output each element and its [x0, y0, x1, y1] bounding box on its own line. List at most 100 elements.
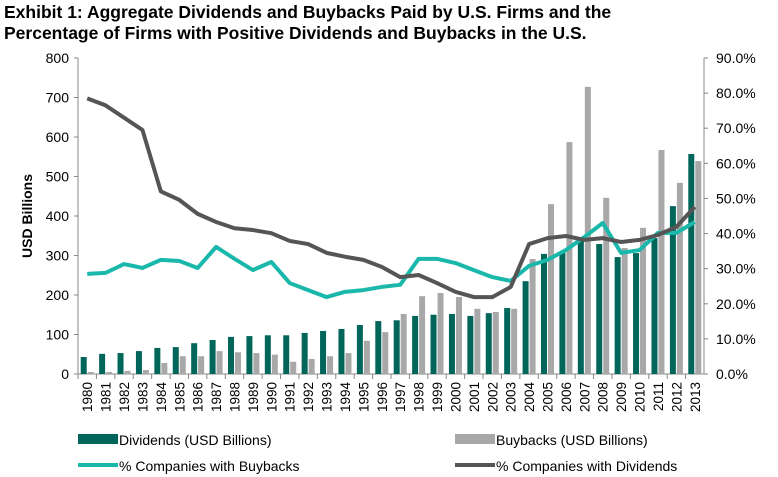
dividend-bar	[80, 357, 87, 374]
dividend-bar	[283, 335, 290, 374]
buybacks-pct-line	[87, 220, 696, 300]
dividend-bar	[191, 343, 198, 374]
buyback-bar	[382, 332, 389, 374]
right-tick-label: 90.0%	[716, 50, 756, 66]
dividend-bar	[651, 238, 658, 374]
buyback-bar	[695, 161, 702, 374]
x-tick-label: 2009	[614, 382, 629, 412]
dividend-bar	[559, 251, 566, 374]
right-tick-label: 0.0%	[716, 366, 748, 382]
right-tick-label: 60.0%	[716, 155, 756, 171]
dividend-bar	[614, 257, 621, 374]
dividend-bar	[209, 340, 216, 374]
left-tick-label: 800	[46, 50, 70, 66]
x-tick-label: 2005	[541, 382, 556, 412]
dividend-bar	[117, 353, 124, 374]
dividend-bar	[430, 314, 437, 374]
buyback-bar	[603, 197, 610, 374]
x-tick-label: 2013	[688, 382, 703, 412]
buyback-bar	[161, 362, 168, 374]
buyback-bar	[106, 372, 113, 374]
buyback-bar	[529, 259, 536, 374]
x-tick-label: 1981	[99, 382, 114, 412]
dividend-bar	[669, 206, 676, 374]
x-tick-label: 2001	[467, 382, 482, 412]
left-tick-label: 700	[46, 90, 70, 106]
buyback-bar	[474, 308, 481, 374]
x-tick-label: 2008	[596, 382, 611, 412]
buyback-bar	[511, 308, 518, 374]
chart-title: Exhibit 1: Aggregate Dividends and Buyba…	[4, 2, 611, 44]
x-tick-label: 2002	[485, 382, 500, 412]
buyback-bar	[253, 353, 260, 374]
buyback-bar	[400, 313, 407, 374]
dividend-bar	[228, 336, 234, 374]
buyback-bar	[640, 227, 647, 374]
dividend-bar	[154, 347, 161, 374]
dividend-bar	[467, 315, 474, 374]
x-tick-label: 1999	[430, 382, 445, 412]
dividend-bar	[99, 353, 106, 374]
left-tick-label: 0	[61, 366, 69, 382]
buyback-bar	[455, 296, 462, 374]
dividend-bar	[246, 336, 253, 374]
buyback-bar	[87, 372, 94, 374]
x-tick-label: 1998	[412, 382, 427, 412]
buyback-bar	[235, 352, 241, 374]
dividend-bar	[356, 325, 363, 374]
dividend-bar	[264, 335, 271, 374]
dividend-bar	[688, 153, 695, 374]
x-tick-label: 1990	[264, 382, 279, 412]
buyback-bar	[290, 361, 297, 374]
dividend-bar	[301, 332, 308, 374]
legend-label: % Companies with Dividends	[496, 458, 677, 474]
buyback-bar	[142, 370, 149, 374]
x-tick-label: 2007	[577, 382, 592, 412]
x-tick-label: 2004	[522, 382, 537, 413]
buyback-bar	[437, 293, 444, 374]
dividend-bar	[448, 313, 455, 374]
x-tick-label: 1982	[117, 382, 132, 412]
buyback-bar	[327, 356, 334, 374]
right-tick-label: 20.0%	[716, 296, 756, 312]
x-tick-label: 1983	[135, 382, 150, 412]
x-tick-label: 1987	[209, 382, 224, 412]
right-tick-label: 50.0%	[716, 190, 756, 206]
left-tick-label: 100	[46, 327, 70, 343]
buyback-bar	[584, 86, 591, 375]
dividend-bar	[135, 351, 142, 374]
dividend-bar	[393, 320, 400, 374]
x-tick-label: 2012	[669, 382, 684, 412]
left-tick-label: 500	[46, 169, 70, 185]
left-tick-label: 400	[46, 208, 70, 224]
dividend-bar	[522, 281, 529, 374]
dividend-bar	[541, 253, 547, 374]
dividend-bar	[485, 313, 492, 374]
buyback-bar	[566, 142, 573, 374]
dividend-bar	[412, 315, 419, 374]
right-tick-label: 80.0%	[716, 85, 756, 101]
x-tick-label: 1984	[154, 382, 169, 413]
right-tick-label: 40.0%	[716, 226, 756, 242]
legend-label: Dividends (USD Billions)	[119, 432, 272, 448]
dividend-bar	[633, 253, 640, 374]
dividend-bar	[338, 328, 345, 374]
x-tick-label: 1995	[356, 382, 371, 412]
buyback-bar	[658, 150, 665, 374]
buyback-bar	[179, 356, 186, 374]
buyback-bar	[676, 182, 683, 374]
buyback-bar	[198, 356, 205, 374]
dividend-bar	[596, 244, 603, 374]
buyback-bar	[419, 296, 426, 374]
x-tick-label: 2003	[504, 382, 519, 412]
dividend-bar	[577, 240, 584, 374]
x-tick-label: 1997	[393, 382, 408, 412]
dividends-pct-line	[86, 96, 697, 300]
buyback-bar	[345, 353, 352, 374]
buyback-bar	[621, 247, 628, 374]
left-tick-label: 200	[46, 287, 70, 303]
buyback-bar	[548, 204, 554, 374]
x-tick-label: 1986	[191, 382, 206, 412]
